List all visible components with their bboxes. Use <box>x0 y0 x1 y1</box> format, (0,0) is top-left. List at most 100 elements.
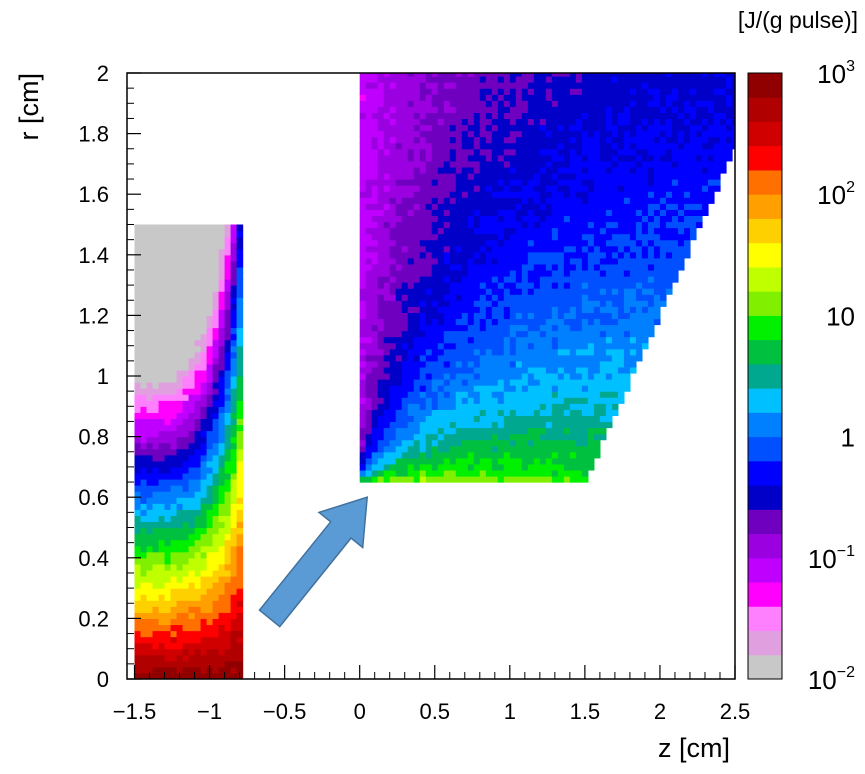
heatmap-cell <box>158 497 166 504</box>
heatmap-cell <box>593 130 601 138</box>
heatmap-cell <box>170 563 178 571</box>
heatmap-cell <box>653 73 661 77</box>
heatmap-cell <box>230 303 238 310</box>
heatmap-cell <box>164 260 172 268</box>
heatmap-cell <box>461 391 469 398</box>
heatmap-cell <box>431 457 439 465</box>
heatmap-cell <box>491 288 499 295</box>
heatmap-cell <box>176 666 184 674</box>
heatmap-cell <box>473 130 481 138</box>
heatmap-cell <box>146 648 154 656</box>
heatmap-cell <box>134 424 142 432</box>
heatmap-cell <box>455 251 463 259</box>
heatmap-cell <box>134 606 142 613</box>
heatmap-cell <box>509 403 517 410</box>
heatmap-cell <box>443 348 451 356</box>
heatmap-cell <box>503 354 511 362</box>
heatmap-cell <box>134 485 142 492</box>
heatmap-cell <box>455 415 463 423</box>
heatmap-cell <box>158 515 166 523</box>
heatmap-cell <box>200 345 208 353</box>
heatmap-cell <box>224 442 232 450</box>
heatmap-cell <box>671 203 679 210</box>
heatmap-cell <box>188 412 196 420</box>
heatmap-cell <box>134 442 142 450</box>
heatmap-cell <box>689 209 697 217</box>
heatmap-cell <box>419 215 427 223</box>
heatmap-cell <box>449 263 457 271</box>
heatmap-cell <box>152 666 160 674</box>
heatmap-cell <box>224 291 232 298</box>
heatmap-cell <box>212 509 220 516</box>
heatmap-cell <box>557 148 565 156</box>
heatmap-cell <box>551 336 559 344</box>
heatmap-cell <box>395 469 403 477</box>
heatmap-cell <box>182 460 190 468</box>
heatmap-cell <box>146 479 154 486</box>
heatmap-cell <box>182 618 190 626</box>
heatmap-cell <box>515 185 523 192</box>
heatmap-cell <box>206 575 214 583</box>
heatmap-cell <box>401 82 409 89</box>
heatmap-cell <box>521 227 529 235</box>
heatmap-cell <box>401 154 409 162</box>
heatmap-cell <box>587 239 595 247</box>
heatmap-cell <box>413 227 421 235</box>
heatmap-cell <box>359 142 367 150</box>
heatmap-cell <box>152 303 160 310</box>
heatmap-cell <box>224 594 232 601</box>
heatmap-cell <box>473 160 481 168</box>
heatmap-cell <box>485 94 493 101</box>
heatmap-cell <box>461 166 469 174</box>
heatmap-cell <box>206 303 214 310</box>
heatmap-cell <box>236 339 244 347</box>
heatmap-cell <box>431 73 439 77</box>
heatmap-cell <box>587 88 595 95</box>
heatmap-cell <box>575 360 583 368</box>
heatmap-cell <box>629 360 637 368</box>
heatmap-cell <box>176 230 184 238</box>
heatmap-cell <box>473 415 481 423</box>
heatmap-cell <box>176 630 184 638</box>
heatmap-cell <box>665 288 673 295</box>
heatmap-cell <box>236 654 244 662</box>
heatmap-cell <box>389 324 397 332</box>
heatmap-cell <box>425 239 433 247</box>
heatmap-cell <box>170 648 178 656</box>
heatmap-cell <box>218 309 226 316</box>
heatmap-cell <box>665 118 673 126</box>
heatmap-cell <box>212 309 220 316</box>
heatmap-cell <box>164 266 172 274</box>
heatmap-cell <box>521 276 529 283</box>
heatmap-cell <box>152 224 160 232</box>
heatmap-cell <box>701 203 709 210</box>
heatmap-cell <box>545 469 553 477</box>
heatmap-cell <box>152 485 160 492</box>
heatmap-cell <box>371 306 379 313</box>
heatmap-cell <box>371 118 379 126</box>
heatmap-cell <box>395 88 403 95</box>
heatmap-cell <box>533 106 541 113</box>
heatmap-cell <box>497 318 505 326</box>
heatmap-cell <box>593 73 601 77</box>
heatmap-cell <box>593 160 601 168</box>
heatmap-cell <box>176 345 184 353</box>
heatmap-cell <box>551 463 559 471</box>
heatmap-cell <box>641 148 649 156</box>
heatmap-cell <box>443 154 451 162</box>
heatmap-cell <box>647 148 655 156</box>
heatmap-cell <box>158 624 166 632</box>
heatmap-cell <box>635 312 643 320</box>
heatmap-cell <box>539 385 547 392</box>
heatmap-cell <box>413 475 421 483</box>
heatmap-cell <box>407 179 415 186</box>
heatmap-cell <box>437 73 445 77</box>
heatmap-cell <box>473 366 481 374</box>
heatmap-cell <box>545 76 553 83</box>
heatmap-cell <box>551 475 559 483</box>
heatmap-cell <box>575 185 583 192</box>
heatmap-cell <box>437 469 445 477</box>
heatmap-cell <box>413 160 421 168</box>
heatmap-cell <box>188 582 196 589</box>
heatmap-cell <box>659 88 667 95</box>
